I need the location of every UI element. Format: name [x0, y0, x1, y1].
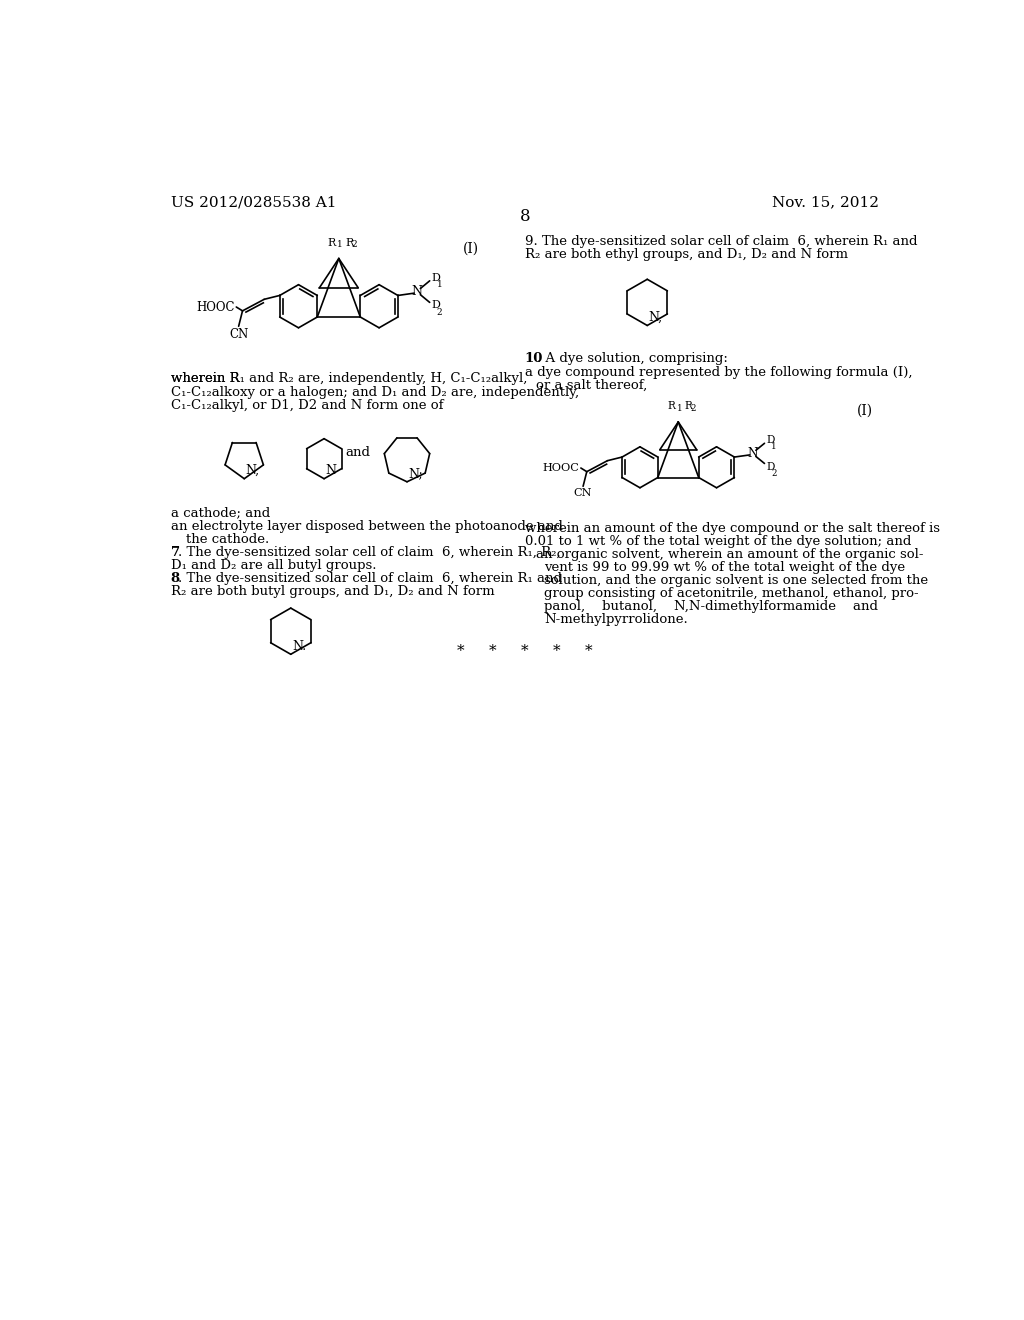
- Text: (I): (I): [463, 242, 479, 256]
- Text: HOOC: HOOC: [197, 301, 234, 314]
- Text: a cathode; and: a cathode; and: [171, 507, 270, 520]
- Text: D: D: [766, 436, 774, 445]
- Text: panol,    butanol,    N,N-dimethylformamide    and: panol, butanol, N,N-dimethylformamide an…: [544, 601, 879, 614]
- Text: N,: N,: [246, 465, 260, 478]
- Text: 1: 1: [337, 240, 343, 249]
- Text: vent is 99 to 99.99 wt % of the total weight of the dye: vent is 99 to 99.99 wt % of the total we…: [544, 561, 905, 574]
- Text: wherein R₁ and R₂ are, independently, H, C₁-C₁₂alkyl,: wherein R₁ and R₂ are, independently, H,…: [171, 372, 527, 385]
- Text: R: R: [684, 401, 692, 411]
- Text: R₂ are both ethyl groups, and D₁, D₂ and N form: R₂ are both ethyl groups, and D₁, D₂ and…: [524, 248, 848, 261]
- Text: N: N: [412, 285, 423, 298]
- Text: 0.01 to 1 wt % of the total weight of the dye solution; and: 0.01 to 1 wt % of the total weight of th…: [524, 535, 911, 548]
- Text: (I): (I): [856, 404, 872, 417]
- Text: R: R: [668, 401, 675, 411]
- Text: solution, and the organic solvent is one selected from the: solution, and the organic solvent is one…: [544, 574, 929, 587]
- Text: D: D: [431, 301, 440, 310]
- Text: 2: 2: [436, 308, 442, 317]
- Text: wherein an amount of the dye compound or the salt thereof is: wherein an amount of the dye compound or…: [524, 521, 940, 535]
- Text: C₁-C₁₂alkoxy or a halogen; and D₁ and D₂ are, independently,: C₁-C₁₂alkoxy or a halogen; and D₁ and D₂…: [171, 385, 579, 399]
- Text: CN: CN: [573, 488, 592, 498]
- Text: or a salt thereof,: or a salt thereof,: [537, 379, 647, 392]
- Text: 9. The dye-sensitized solar cell of claim  6, wherein R₁ and: 9. The dye-sensitized solar cell of clai…: [524, 235, 918, 248]
- Text: R: R: [328, 238, 336, 248]
- Text: . The dye-sensitized solar cell of claim  6, wherein R₁ and: . The dye-sensitized solar cell of claim…: [177, 572, 561, 585]
- Text: an organic solvent, wherein an amount of the organic sol-: an organic solvent, wherein an amount of…: [537, 548, 924, 561]
- Text: N,: N,: [649, 312, 663, 323]
- Text: 2: 2: [771, 469, 776, 478]
- Text: N.: N.: [292, 640, 306, 653]
- Text: N: N: [748, 447, 758, 459]
- Text: an electrolyte layer disposed between the photoanode and: an electrolyte layer disposed between th…: [171, 520, 562, 532]
- Text: N;: N;: [409, 467, 423, 480]
- Text: C₁-C₁₂alkyl, or D1, D2 and N form one of: C₁-C₁₂alkyl, or D1, D2 and N form one of: [171, 399, 443, 412]
- Text: 2: 2: [690, 404, 696, 413]
- Text: N: N: [326, 465, 337, 478]
- Text: 10: 10: [524, 352, 543, 366]
- Text: group consisting of acetonitrile, methanol, ethanol, pro-: group consisting of acetonitrile, methan…: [544, 587, 919, 601]
- Text: wherein R: wherein R: [171, 372, 240, 385]
- Text: Nov. 15, 2012: Nov. 15, 2012: [772, 195, 879, 210]
- Text: the cathode.: the cathode.: [186, 533, 269, 545]
- Text: CN: CN: [229, 327, 248, 341]
- Text: 8: 8: [519, 209, 530, 226]
- Text: R: R: [345, 238, 353, 248]
- Text: 8: 8: [171, 572, 180, 585]
- Text: 2: 2: [351, 240, 356, 249]
- Text: D: D: [431, 273, 440, 282]
- Text: a dye compound represented by the following formula (I),: a dye compound represented by the follow…: [524, 366, 912, 379]
- Text: 7: 7: [171, 545, 180, 558]
- Text: US 2012/0285538 A1: US 2012/0285538 A1: [171, 195, 336, 210]
- Text: 1: 1: [436, 280, 442, 289]
- Text: D: D: [766, 462, 774, 471]
- Text: . The dye-sensitized solar cell of claim  6, wherein R₁, R₂,: . The dye-sensitized solar cell of claim…: [177, 545, 560, 558]
- Text: 1: 1: [771, 442, 777, 451]
- Text: 1: 1: [677, 404, 682, 413]
- Text: HOOC: HOOC: [543, 463, 580, 473]
- Text: R₂ are both butyl groups, and D₁, D₂ and N form: R₂ are both butyl groups, and D₁, D₂ and…: [171, 585, 495, 598]
- Text: *     *     *     *     *: * * * * *: [457, 644, 593, 659]
- Text: N-methylpyrrolidone.: N-methylpyrrolidone.: [544, 614, 688, 627]
- Text: D₁ and D₂ are all butyl groups.: D₁ and D₂ are all butyl groups.: [171, 558, 376, 572]
- Text: . A dye solution, comprising:: . A dye solution, comprising:: [538, 352, 728, 366]
- Text: and: and: [345, 446, 370, 459]
